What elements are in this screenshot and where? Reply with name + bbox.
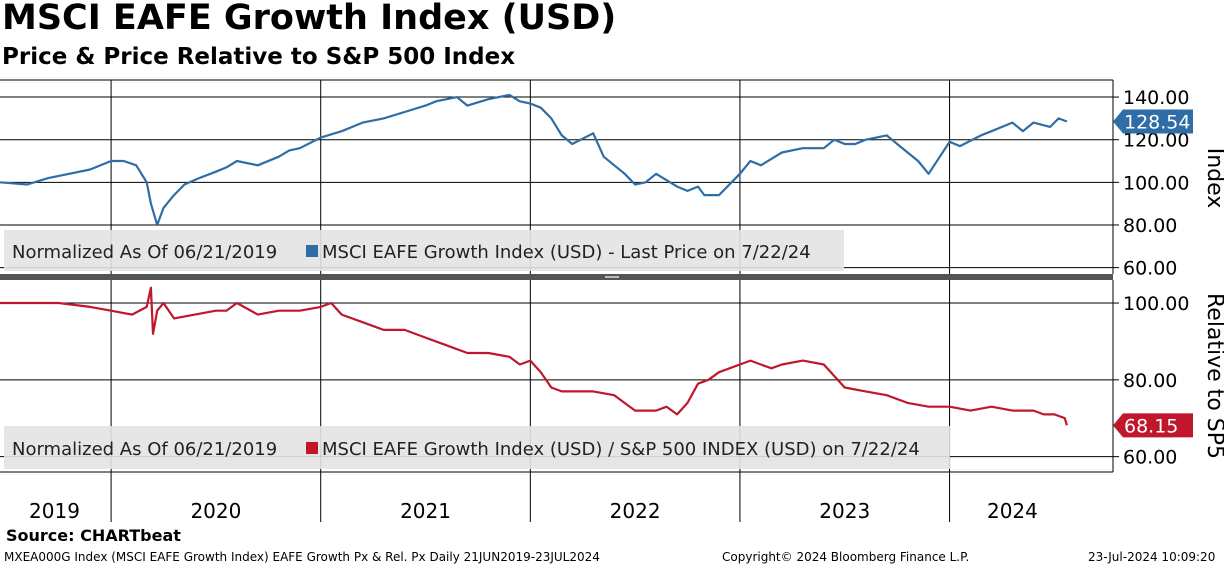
bottom-y-ticks: 100.00 80.00 60.00 68.15 — [1113, 293, 1193, 469]
x-tick-label: 2020 — [190, 499, 241, 523]
relative-tick-label: 80.00 — [1123, 370, 1177, 392]
price-tick-label: 140.00 — [1123, 87, 1189, 109]
footer-copyright: Copyright© 2024 Bloomberg Finance L.P. — [722, 550, 970, 564]
x-tick-label: 2019 — [29, 499, 80, 523]
chart-subtitle: Price & Price Relative to S&P 500 Index — [2, 44, 516, 70]
footer-info: MXEA000G Index (MSCI EAFE Growth Index) … — [4, 550, 600, 564]
price-last-value-label: 128.54 — [1124, 111, 1190, 133]
chart-title: MSCI EAFE Growth Index (USD) — [2, 0, 617, 38]
top-y-axis-label: Index — [1202, 148, 1224, 209]
bottom-legend-series: MSCI EAFE Growth Index (USD) / S&P 500 I… — [322, 439, 920, 460]
footer-timestamp: 23-Jul-2024 10:09:20 — [1088, 550, 1216, 564]
x-tick-label: 2022 — [610, 499, 661, 523]
relative-tick-label: 100.00 — [1123, 293, 1189, 315]
price-legend-swatch — [306, 245, 318, 257]
bottom-legend-normalized: Normalized As Of 06/21/2019 — [12, 439, 277, 460]
relative-last-value-badge — [1113, 413, 1193, 438]
relative-last-value-label: 68.15 — [1124, 415, 1178, 437]
price-series-group — [0, 93, 1068, 227]
relative-legend-swatch — [306, 442, 318, 454]
top-legend-series: MSCI EAFE Growth Index (USD) - Last Pric… — [322, 242, 811, 263]
price-last-value-badge — [1113, 109, 1193, 134]
relative-series-group — [0, 286, 1068, 426]
price-tick-label: 100.00 — [1123, 172, 1189, 194]
relative-panel: 100.00 80.00 60.00 68.15 Normalized As Of 0… — [0, 280, 1224, 473]
bottom-y-axis-label: Relative to SP5 — [1202, 293, 1224, 459]
source-note: Source: CHARTbeat — [6, 526, 181, 545]
price-panel: 140.00 120.00 100.00 80.00 60.00 128.54 Norma… — [0, 79, 1224, 280]
x-tick-label: 2024 — [987, 499, 1038, 523]
relative-tick-label: 60.00 — [1123, 447, 1177, 469]
price-line — [0, 93, 1068, 227]
price-tick-label: 60.00 — [1123, 258, 1177, 280]
price-tick-label: 80.00 — [1123, 215, 1177, 237]
bottom-legend-box — [4, 426, 950, 469]
panel-divider[interactable] — [0, 274, 1113, 280]
top-y-ticks: 140.00 120.00 100.00 80.00 60.00 128.54 — [1113, 87, 1193, 280]
x-tick-label: 2021 — [400, 499, 451, 523]
top-legend-box — [4, 230, 844, 271]
top-legend-normalized: Normalized As Of 06/21/2019 — [12, 242, 277, 263]
relative-line — [0, 286, 1068, 426]
x-tick-label: 2023 — [819, 499, 870, 523]
x-axis: 2019 2020 2021 2022 2023 2024 — [29, 472, 1038, 523]
price-tick-label: 120.00 — [1123, 130, 1189, 152]
